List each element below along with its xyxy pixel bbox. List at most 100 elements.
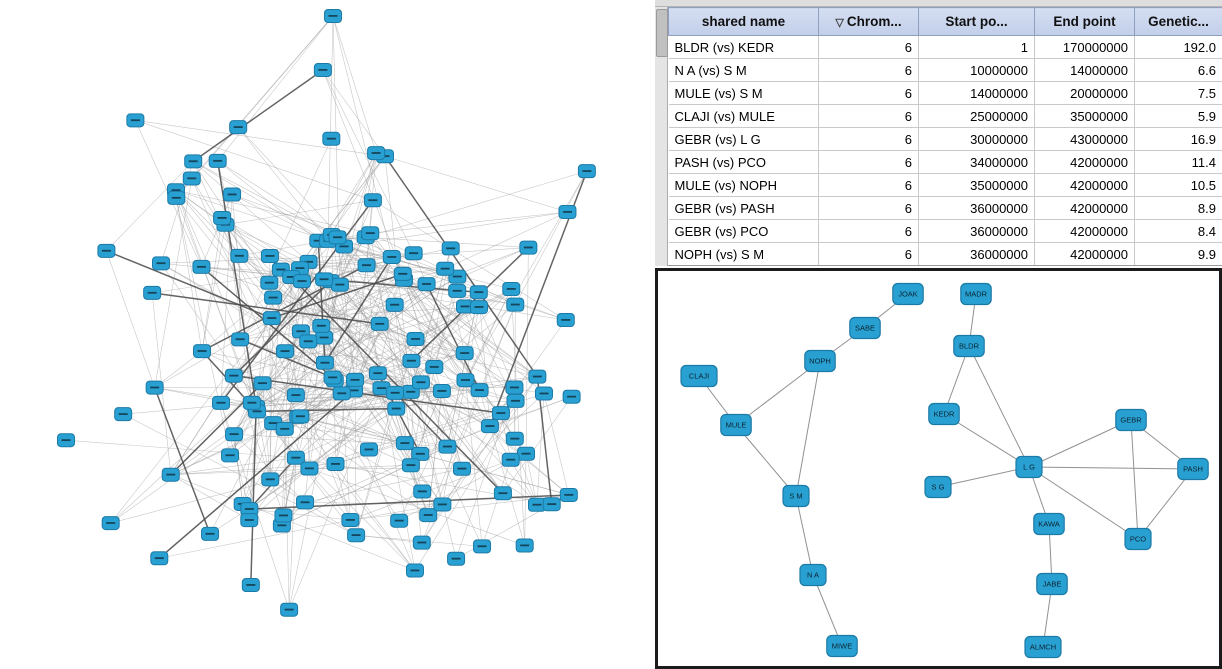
graph-edge[interactable] xyxy=(65,439,296,459)
table-cell[interactable]: 25000000 xyxy=(918,104,1035,128)
graph-edge[interactable] xyxy=(350,504,443,521)
table-cell[interactable]: 42000000 xyxy=(1034,150,1135,174)
table-cell[interactable]: BLDR (vs) KEDR xyxy=(668,35,819,59)
graph-edge[interactable] xyxy=(377,304,395,374)
graph-edge[interactable] xyxy=(478,306,515,388)
graph-edge[interactable] xyxy=(288,380,336,610)
graph-edge-bold[interactable] xyxy=(239,338,333,379)
table-cell[interactable]: 34000000 xyxy=(918,150,1035,174)
graph-edge[interactable] xyxy=(106,161,194,252)
graph-edge[interactable] xyxy=(175,189,371,234)
graph-edge-bold[interactable] xyxy=(192,69,324,162)
graph-edge-LG-GEBR[interactable] xyxy=(1028,419,1132,468)
table-row[interactable]: NOPH (vs) S M 6 36000000 42000000 9.9 xyxy=(668,242,1222,265)
network-node-SM[interactable] xyxy=(782,484,810,508)
table-cell[interactable]: 9.9 xyxy=(1134,242,1222,265)
table-cell[interactable]: 8.9 xyxy=(1134,196,1222,220)
graph-edge-LG-PCO[interactable] xyxy=(1028,466,1139,540)
network-node-GEBR[interactable] xyxy=(1115,408,1147,432)
graph-edge[interactable] xyxy=(280,269,443,392)
graph-edge[interactable] xyxy=(479,390,525,546)
table-cell[interactable]: 6 xyxy=(818,81,919,105)
graph-edge-LG-PASH[interactable] xyxy=(1028,466,1194,470)
network-node-NOPH[interactable] xyxy=(804,349,836,373)
table-row[interactable]: BLDR (vs) KEDR 6 1 170000000 192.0 xyxy=(668,35,1222,59)
table-cell[interactable]: 36000000 xyxy=(918,242,1035,265)
table-cell[interactable]: 14000000 xyxy=(1034,58,1135,82)
graph-edge[interactable] xyxy=(233,375,284,516)
table-cell[interactable]: GEBR (vs) L G xyxy=(668,127,819,151)
graph-edge[interactable] xyxy=(251,402,397,409)
table-cell[interactable]: 42000000 xyxy=(1034,173,1135,197)
graph-edge[interactable] xyxy=(135,120,386,157)
graph-edge[interactable] xyxy=(300,416,412,466)
table-cell[interactable]: 192.0 xyxy=(1134,35,1222,59)
table-cell[interactable]: 8.4 xyxy=(1134,219,1222,243)
table-row[interactable]: PASH (vs) PCO 6 34000000 42000000 11.4 xyxy=(668,150,1222,174)
graph-edge[interactable] xyxy=(344,211,568,247)
graph-edge-bold[interactable] xyxy=(384,155,538,378)
graph-edge[interactable] xyxy=(323,279,406,444)
graph-edge-SM-NA[interactable] xyxy=(795,495,814,576)
graph-edge[interactable] xyxy=(543,393,570,496)
network-node-LG[interactable] xyxy=(1015,455,1043,479)
table-cell[interactable]: 6 xyxy=(818,35,919,59)
graph-edge[interactable] xyxy=(365,170,587,238)
graph-edge[interactable] xyxy=(242,280,331,505)
graph-edge[interactable] xyxy=(398,288,512,521)
graph-edge-bold[interactable] xyxy=(158,389,355,559)
graph-edge[interactable] xyxy=(221,217,397,409)
graph-edge-bold[interactable] xyxy=(290,276,504,494)
table-cell[interactable]: MULE (vs) NOPH xyxy=(668,173,819,197)
table-cell[interactable]: 14000000 xyxy=(918,81,1035,105)
graph-edge[interactable] xyxy=(233,351,286,435)
graph-edge[interactable] xyxy=(231,194,253,403)
network-node-CLAJI[interactable] xyxy=(680,364,718,388)
network-node-KAWA[interactable] xyxy=(1033,512,1065,536)
graph-edge[interactable] xyxy=(159,519,351,559)
graph-edge[interactable] xyxy=(309,408,397,469)
table-cell[interactable]: 6 xyxy=(818,150,919,174)
graph-edge[interactable] xyxy=(322,69,386,157)
table-row[interactable]: GEBR (vs) L G 6 30000000 43000000 16.9 xyxy=(668,127,1222,151)
graph-edge[interactable] xyxy=(225,224,309,263)
graph-edge[interactable] xyxy=(332,15,393,258)
graph-edge[interactable] xyxy=(334,380,416,571)
graph-edge[interactable] xyxy=(249,391,411,510)
graph-edge[interactable] xyxy=(123,413,357,536)
graph-edge-bold[interactable] xyxy=(250,406,257,586)
table-row[interactable]: CLAJI (vs) MULE 6 25000000 35000000 5.9 xyxy=(668,104,1222,128)
graph-edge[interactable] xyxy=(256,411,416,571)
graph-edge[interactable] xyxy=(170,474,250,521)
detail-network-canvas[interactable]: JOAK SABE MADR NOPH BLDR CLAJI MULE KEDR GEBR L G… xyxy=(658,271,1219,666)
graph-edge[interactable] xyxy=(456,290,538,505)
graph-edge[interactable] xyxy=(233,236,366,376)
graph-edge[interactable] xyxy=(249,508,351,521)
graph-edge[interactable] xyxy=(442,307,480,505)
graph-edge[interactable] xyxy=(291,276,422,383)
graph-edge[interactable] xyxy=(525,247,529,454)
graph-edge-bold[interactable] xyxy=(152,292,380,325)
table-cell[interactable]: 7.5 xyxy=(1134,81,1222,105)
graph-edge-bold[interactable] xyxy=(106,250,273,319)
table-row[interactable]: GEBR (vs) PASH 6 36000000 42000000 8.9 xyxy=(668,196,1222,220)
network-node-MIWE[interactable] xyxy=(826,634,858,658)
graph-edge[interactable] xyxy=(427,304,516,516)
graph-edge[interactable] xyxy=(369,233,491,427)
graph-edge[interactable] xyxy=(193,161,338,238)
graph-edge[interactable] xyxy=(447,292,480,447)
graph-edge[interactable] xyxy=(269,297,274,480)
graph-edge[interactable] xyxy=(233,306,480,377)
table-cell[interactable]: 170000000 xyxy=(1034,35,1135,59)
graph-edge-SG-LG[interactable] xyxy=(937,466,1030,488)
graph-edge[interactable] xyxy=(415,288,512,340)
graph-edge-bold[interactable] xyxy=(220,199,374,404)
table-cell[interactable]: 35000000 xyxy=(918,173,1035,197)
graph-edge[interactable] xyxy=(262,279,405,384)
graph-edge[interactable] xyxy=(414,376,538,571)
table-cell[interactable]: CLAJI (vs) MULE xyxy=(668,104,819,128)
table-cell[interactable]: 30000000 xyxy=(918,127,1035,151)
table-cell[interactable]: 36000000 xyxy=(918,196,1035,220)
graph-edge-NA-MIWE[interactable] xyxy=(812,574,843,647)
column-header-start-po-[interactable]: Start po... xyxy=(918,7,1035,36)
